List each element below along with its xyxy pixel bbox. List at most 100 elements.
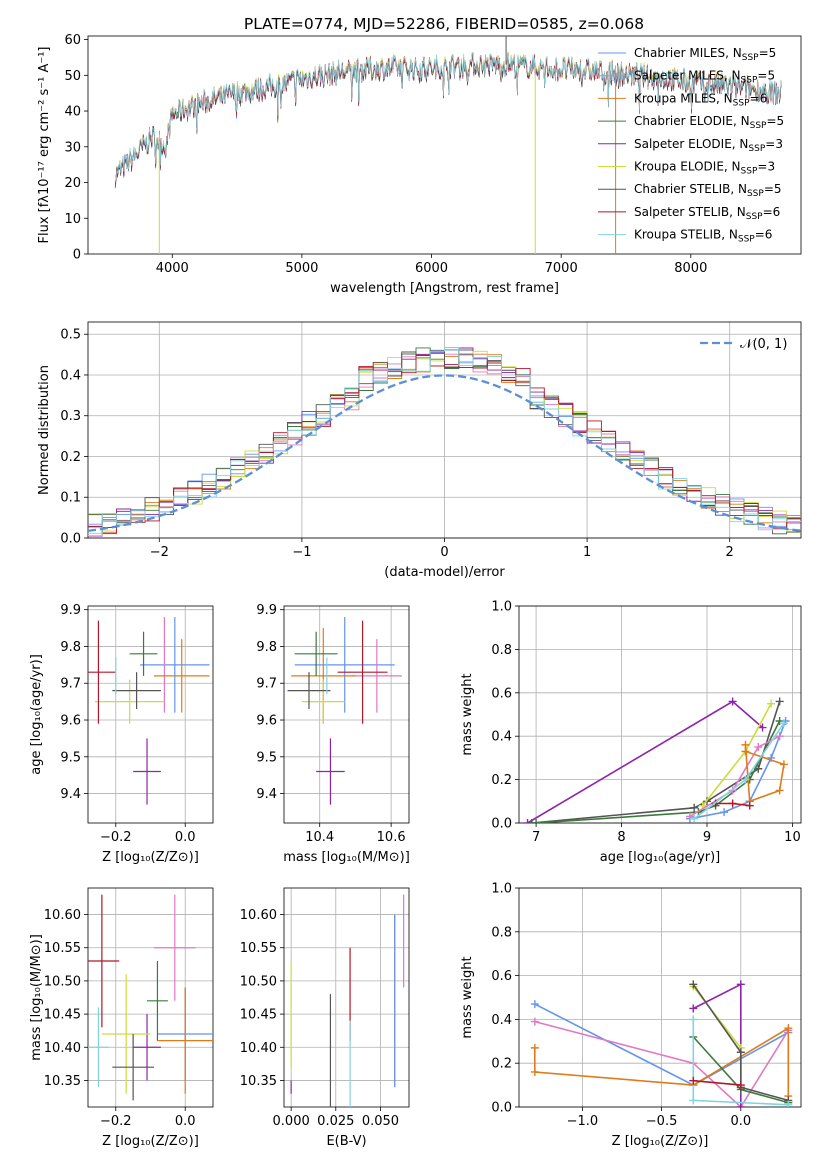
weight-marker-chab_stelib — [527, 819, 536, 823]
y-tick-label: 0.1 — [60, 491, 81, 506]
y-tick-label: 9.9 — [60, 603, 81, 618]
y-tick-label: 0.0 — [491, 1101, 512, 1116]
y-tick-label: 0.2 — [60, 450, 81, 465]
plot-area-age_vs_Z — [88, 617, 210, 805]
x-tick-label: 10 — [784, 830, 801, 845]
x-tick-label: −2 — [150, 545, 169, 560]
plot-area-histogram — [88, 347, 801, 537]
axes-mass_vs_ebv: 0.000 0.025 0.050 10.35 10.40 10.45 10.50 10.55… — [240, 887, 410, 1149]
x-tick-label: 0 — [440, 545, 448, 560]
axes-frame — [283, 887, 410, 1108]
weight-marker-salp_elodie — [758, 723, 767, 732]
x-tick-label: 7 — [532, 830, 540, 845]
legend-label-gaussian: 𝒩(0, 1) — [740, 337, 787, 352]
y-tick-label: 0.4 — [491, 730, 512, 745]
weight-marker-krou_stelib — [741, 775, 750, 784]
x-tick-label: 1 — [583, 545, 591, 560]
y-tick-label: 0.3 — [60, 409, 81, 424]
y-axis-label: Flux [fλ10⁻¹⁷ erg cm⁻² s⁻¹ A⁻¹] — [37, 47, 52, 244]
weight-marker-salp_miles — [530, 1017, 539, 1026]
x-tick-label: 9 — [703, 830, 711, 845]
weight-marker-krou_miles — [784, 1024, 793, 1033]
hist-chab_stelib — [88, 349, 801, 535]
y-tick-label: 0.8 — [491, 643, 512, 658]
y-tick-label: 0.8 — [491, 925, 512, 940]
x-tick-label: −1 — [292, 545, 311, 560]
weight-marker-krou_stelib — [690, 814, 699, 823]
x-tick-label: 4000 — [156, 261, 189, 276]
weight-marker-salp_elodie — [736, 980, 745, 989]
y-tick-label: 10.40 — [240, 1041, 277, 1056]
legend-label-chab_stelib: Chabrier STELIB, NSSP=5 — [634, 182, 782, 199]
weight-marker-chab_miles — [530, 1000, 539, 1009]
y-tick-label: 0.6 — [491, 686, 512, 701]
y-axis-label: mass [log₁₀(M/M⊙)] — [29, 934, 44, 1061]
y-tick-label: 0.2 — [491, 1057, 512, 1072]
weight-marker-krou_miles — [775, 786, 784, 795]
x-tick-label: 0.025 — [317, 1114, 354, 1129]
x-axis-label: E(B-V) — [326, 1134, 366, 1149]
x-tick-label: 0.0 — [175, 1114, 196, 1129]
x-tick-label: 0.000 — [273, 1114, 310, 1129]
x-tick-label: −0.5 — [646, 1114, 678, 1129]
plot-area-mass_vs_ebv — [290, 894, 405, 1107]
axes-frame — [518, 887, 802, 1108]
y-tick-label: 9.4 — [60, 787, 81, 802]
axes-age_vs_mass: 10.4 10.6 9.4 9.5 9.6 9.7 9.8 9.9 mass [log₁₀(M/… — [256, 603, 409, 865]
axes-spectrum: 4000 5000 6000 7000 8000 0 10 20 30 40 50 60 wavelen… — [37, 33, 802, 296]
weight-line-salp_miles — [689, 735, 780, 818]
y-tick-label: 9.8 — [60, 640, 81, 655]
y-tick-label: 10.60 — [44, 908, 81, 923]
y-axis-label: Normed distribution — [37, 365, 52, 495]
y-tick-label: 9.9 — [256, 603, 277, 618]
x-axis-label: Z [log₁₀(Z/Z⊙)] — [612, 1134, 709, 1149]
y-tick-label: 9.8 — [256, 640, 277, 655]
y-tick-label: 10.55 — [240, 941, 277, 956]
weight-line-salp_stelib — [693, 1079, 741, 1086]
weight-marker-salp_stelib — [689, 1076, 698, 1085]
weight-marker-krou_miles — [779, 760, 788, 769]
x-axis-label: (data-model)/error — [384, 565, 505, 580]
y-tick-label: 0 — [73, 248, 81, 263]
weight-marker-salp_elodie — [689, 1004, 698, 1013]
y-tick-label: 9.6 — [60, 714, 81, 729]
x-tick-label: 6000 — [415, 261, 448, 276]
plot-area-age_vs_mass — [287, 617, 402, 805]
weight-marker-chab_stelib — [736, 1048, 745, 1057]
y-tick-label: 9.5 — [256, 750, 277, 765]
plot-area-mass_vs_Z — [88, 894, 213, 1101]
legend-label-salp_stelib: Salpeter STELIB, NSSP=6 — [634, 205, 780, 222]
y-tick-label: 0.6 — [491, 969, 512, 984]
y-tick-label: 9.6 — [256, 714, 277, 729]
x-axis-label: age [log₁₀(age/yr)] — [600, 850, 721, 865]
y-tick-label: 10.35 — [44, 1074, 81, 1089]
weight-marker-salp_elodie — [523, 819, 532, 823]
y-tick-label: 0.4 — [491, 1013, 512, 1028]
weight-marker-salp_miles — [754, 743, 763, 752]
x-tick-label: 10.6 — [377, 830, 406, 845]
y-tick-label: 0.4 — [60, 368, 81, 383]
legend-label-salp_elodie: Salpeter ELODIE, NSSP=3 — [634, 137, 783, 154]
y-tick-label: 10.45 — [240, 1008, 277, 1023]
y-tick-label: 9.7 — [60, 677, 81, 692]
x-tick-label: 8000 — [674, 261, 707, 276]
weight-marker-krou_miles — [530, 1043, 539, 1052]
weight-marker-chab_miles — [720, 808, 729, 817]
weight-marker-salp_stelib — [728, 799, 737, 808]
y-tick-label: 60 — [64, 33, 81, 48]
plot-area-weight_vs_Z — [530, 980, 793, 1107]
weight-marker-salp_miles — [775, 732, 784, 741]
y-tick-label: 40 — [64, 105, 81, 120]
y-tick-label: 0.0 — [491, 817, 512, 832]
weight-marker-salp_elodie — [728, 697, 737, 706]
axes-weight_vs_age: 7 8 9 10 0.0 0.2 0.4 0.6 0.8 1.0 age [log₁₀(age/yr… — [460, 600, 802, 865]
hist-salp_stelib — [88, 354, 801, 534]
gaussian-curve — [88, 374, 801, 533]
weight-marker-krou_elodie — [767, 699, 776, 708]
x-axis-label: wavelength [Angstrom, rest frame] — [330, 281, 559, 296]
axes-frame — [518, 605, 802, 824]
y-tick-label: 1.0 — [491, 600, 512, 615]
x-tick-label: 8 — [617, 830, 625, 845]
weight-marker-krou_stelib — [689, 1015, 698, 1024]
